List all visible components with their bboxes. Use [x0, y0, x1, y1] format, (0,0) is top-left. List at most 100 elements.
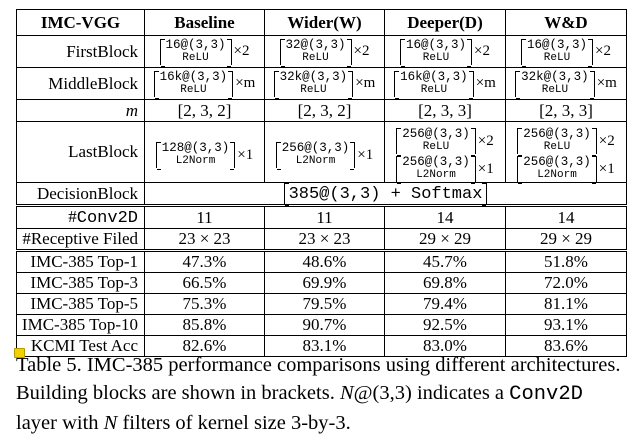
block-filter: 16@(3,3) [406, 37, 467, 52]
value-cell: 90.7% [264, 314, 385, 336]
value-cell: 47.3% [144, 249, 265, 273]
m-cell: [2, 3, 3] [384, 99, 506, 122]
value-cell: 23 × 23 [144, 228, 265, 251]
block-filter: 256@(3,3) [402, 155, 470, 169]
bracket-block: 256@(3,3) L2Norm ×1 [275, 141, 373, 170]
row-label: DecisionBlock [16, 182, 145, 206]
value-cell: 11 [144, 204, 265, 229]
block-activation: ReLU [543, 141, 571, 153]
result-row: IMC-385 Top-1 47.3% 48.6% 45.7% 51.8% [16, 249, 627, 273]
caption-text: layer with [16, 412, 104, 434]
block-activation: ReLU [420, 83, 448, 96]
decision-cell: 385@(3,3) + Softmax [144, 182, 627, 206]
block-cell: 16@(3,3) ReLU ×2 [384, 35, 506, 68]
block-activation: ReLU [182, 51, 209, 64]
bracket-block: 128@(3,3) L2Norm ×1 [155, 142, 254, 170]
block-stack: 128@(3,3) L2Norm ×1 [155, 142, 254, 170]
caption-mono: Conv2D [509, 383, 583, 406]
caption-text: filters of kernel size 3-by-3. [117, 412, 351, 434]
block-activation: ReLU [541, 83, 569, 96]
value-cell: 66.5% [144, 272, 265, 294]
result-row: IMC-385 Top-5 75.3% 79.5% 79.4% 81.1% [16, 293, 627, 315]
caption-text: Table 5. IMC-385 performance comparisons… [16, 354, 621, 404]
conv-label: Conv2D [76, 209, 138, 228]
block-activation: L2Norm [416, 169, 456, 181]
block-cell: 32k@(3,3) ReLU ×m [505, 67, 627, 100]
value-cell: 29 × 29 [505, 228, 627, 251]
block-activation: ReLU [543, 51, 571, 64]
caption-text: @(3,3) indicates a [353, 382, 510, 404]
block-filter: 256@(3,3) [402, 127, 470, 141]
bracket: 256@(3,3) L2Norm [517, 155, 597, 184]
first-block-row: FirstBlock 16@(3,3) ReLU ×2 32@(3,3) ReLU ×2… [16, 35, 627, 68]
decision-softmax: Softmax [411, 185, 483, 204]
block-multiplier: ×2 [474, 43, 490, 59]
header-cell: Wider(W) [264, 9, 385, 36]
block-filter: 32k@(3,3) [521, 69, 589, 84]
value-cell: 14 [505, 204, 627, 229]
value-cell: 83.1% [264, 335, 385, 357]
value-cell: 83.0% [384, 335, 506, 357]
block-multiplier: ×1 [237, 146, 254, 163]
block-stack: 256@(3,3) L2Norm ×1 [275, 141, 373, 170]
block-filter: 16@(3,3) [527, 37, 588, 52]
value-cell: 85.8% [144, 314, 265, 336]
bracket: 128@(3,3) L2Norm [155, 142, 236, 170]
block-multiplier: ×1 [477, 160, 494, 177]
block-stack: 256@(3,3) ReLU ×2 256@(3,3) L2Norm ×1 [517, 128, 615, 184]
block-multiplier: ×2 [233, 43, 250, 59]
block-filter: 256@(3,3) [281, 141, 350, 155]
bracket: 256@(3,3) L2Norm [396, 155, 476, 184]
middle-block-row: MiddleBlock 16k@(3,3) ReLU ×m 32k@(3,3) ReL… [16, 67, 627, 100]
result-row: IMC-385 Top-3 66.5% 69.9% 69.8% 72.0% [16, 272, 627, 294]
block-cell: 32@(3,3) ReLU ×2 [264, 35, 385, 68]
bracket-block: 16k@(3,3) ReLU ×m [153, 69, 256, 99]
row-label: KCMI Test Acc [16, 335, 145, 357]
block-filter: 32@(3,3) [285, 37, 346, 52]
block-multiplier: ×1 [598, 160, 615, 177]
bracket: 16@(3,3) ReLU [400, 37, 473, 67]
result-row: IMC-385 Top-10 85.8% 90.7% 92.5% 93.1% [16, 314, 627, 336]
bracket: 256@(3,3) ReLU [396, 127, 476, 156]
value-cell: 45.7% [384, 249, 506, 273]
block-filter: 256@(3,3) [523, 155, 591, 169]
bracket: 256@(3,3) ReLU [517, 128, 597, 156]
row-label: #Conv2D [16, 204, 145, 229]
row-label: FirstBlock [16, 35, 145, 68]
bracket: 16k@(3,3) ReLU [153, 69, 234, 99]
block-activation: L2Norm [175, 155, 216, 167]
block-cell: 16@(3,3) ReLU ×2 [144, 35, 265, 68]
row-label: LastBlock [16, 121, 145, 183]
block-cell: 256@(3,3) L2Norm ×1 [264, 121, 385, 183]
value-cell: 92.5% [384, 314, 506, 336]
block-multiplier: ×2 [477, 132, 494, 149]
header-cell: Baseline [144, 9, 265, 36]
header-cell: IMC-VGG [16, 9, 145, 36]
bracket-block: 256@(3,3) L2Norm ×1 [396, 155, 494, 184]
value-cell: 29 × 29 [384, 228, 506, 251]
result-row: KCMI Test Acc 82.6% 83.1% 83.0% 83.6% [16, 335, 627, 357]
conv-count-row: #Conv2D 11 11 14 14 [16, 204, 627, 229]
bracket-block: 16k@(3,3) ReLU ×m [394, 69, 496, 99]
bracket: 16@(3,3) ReLU [521, 37, 594, 67]
row-label: IMC-385 Top-3 [16, 272, 145, 294]
m-row: m [2, 3, 2] [2, 3, 2] [2, 3, 3] [2, 3, 3… [16, 99, 627, 122]
block-filter: 32k@(3,3) [279, 69, 348, 84]
block-multiplier: ×m [235, 75, 256, 91]
bracket-block: 32k@(3,3) ReLU ×m [515, 69, 617, 99]
block-cell: 128@(3,3) L2Norm ×1 [144, 121, 265, 183]
decision-bracket: 385@(3,3) + Softmax [283, 183, 488, 206]
block-multiplier: ×2 [598, 132, 615, 149]
block-cell: 256@(3,3) ReLU ×2 256@(3,3) L2Norm ×1 [384, 121, 506, 184]
m-cell: [2, 3, 3] [505, 99, 627, 122]
block-cell: 16k@(3,3) ReLU ×m [144, 67, 265, 100]
block-filter: 16k@(3,3) [400, 69, 468, 84]
note-icon[interactable] [14, 348, 25, 358]
row-label: IMC-385 Top-5 [16, 293, 145, 315]
header-cell: W&D [505, 9, 627, 36]
results-body: IMC-385 Top-1 47.3% 48.6% 45.7% 51.8% IMC-385… [16, 249, 627, 357]
row-label: IMC-385 Top-10 [16, 314, 145, 336]
caption-n: N [103, 412, 118, 434]
block-filter: 16k@(3,3) [159, 69, 228, 84]
